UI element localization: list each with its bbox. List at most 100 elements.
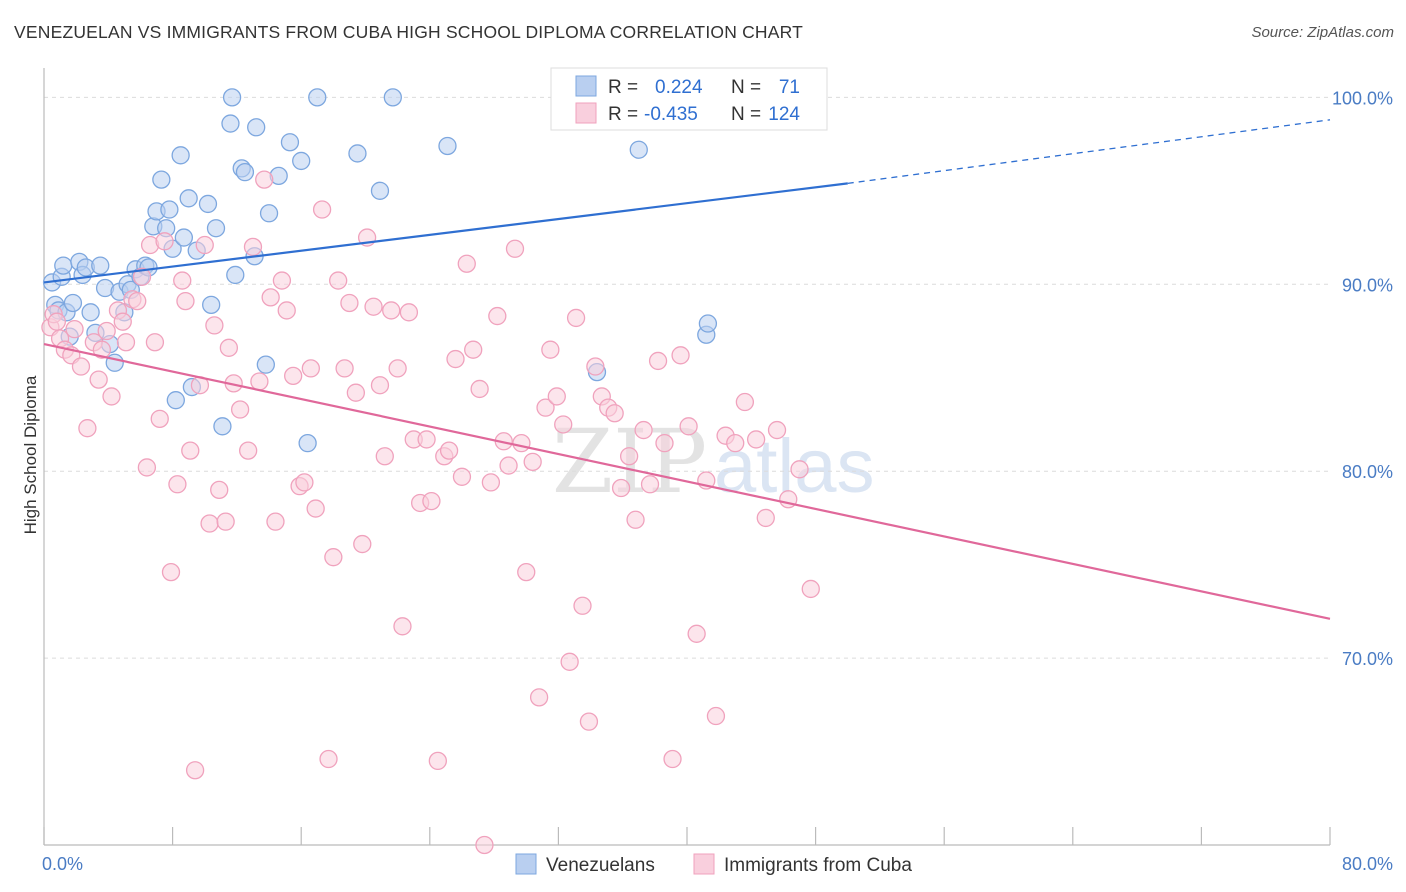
- point-cuba-111: [671, 346, 690, 365]
- point-venezuelans-53: [247, 118, 266, 137]
- point-cuba-104: [619, 447, 639, 466]
- point-cuba-44: [261, 288, 280, 307]
- legend-swatch-venezuelans: [515, 853, 537, 875]
- point-cuba-115: [706, 706, 726, 726]
- point-venezuelans-50: [292, 151, 311, 171]
- point-venezuelans-33: [174, 228, 194, 247]
- point-cuba-83: [488, 306, 507, 326]
- point-cuba-19: [132, 267, 152, 286]
- point-cuba-13: [102, 387, 121, 406]
- stats-legend-box: [550, 67, 828, 131]
- point-cuba-118: [735, 392, 755, 412]
- point-venezuelans-40: [213, 417, 232, 436]
- point-venezuelans-46: [256, 355, 275, 374]
- point-cuba-51: [301, 359, 320, 378]
- point-cuba-8: [78, 419, 97, 438]
- point-venezuelans-32: [171, 146, 190, 165]
- point-venezuelans-54: [308, 88, 327, 107]
- point-cuba-99: [586, 357, 605, 376]
- stats-n-label-0: N =: [731, 77, 761, 98]
- point-cuba-80: [470, 379, 489, 399]
- point-cuba-55: [324, 548, 343, 567]
- point-cuba-18: [128, 291, 147, 311]
- point-cuba-16: [116, 333, 136, 352]
- stats-n-value-1: 124: [768, 104, 800, 125]
- y-axis-label: High School Diploma: [21, 375, 40, 534]
- point-venezuelans-27: [152, 170, 171, 189]
- stats-n-label-1: N =: [731, 104, 761, 125]
- point-cuba-78: [457, 254, 476, 273]
- trend-line-cuba: [43, 343, 1331, 620]
- point-cuba-87: [512, 434, 531, 453]
- point-cuba-123: [790, 460, 809, 479]
- point-venezuelans-49: [280, 133, 300, 152]
- point-cuba-39: [230, 400, 250, 419]
- point-venezuelans-60: [629, 140, 648, 159]
- stats-swatch-venezuelans: [575, 75, 597, 97]
- point-cuba-79: [464, 340, 483, 359]
- x-tick-labels: 0.0% 80.0%: [42, 854, 1393, 874]
- point-venezuelans-37: [198, 194, 218, 214]
- point-cuba-37: [219, 338, 239, 357]
- point-cuba-48: [284, 366, 303, 386]
- point-cuba-90: [529, 688, 549, 707]
- point-cuba-77: [452, 467, 472, 486]
- point-cuba-96: [566, 308, 586, 328]
- point-cuba-57: [335, 359, 354, 378]
- point-cuba-34: [205, 316, 224, 335]
- trend-line-venezuelans: [43, 182, 848, 284]
- point-cuba-6: [65, 319, 84, 339]
- point-cuba-54: [319, 749, 338, 769]
- point-venezuelans-51: [298, 434, 317, 453]
- stats-legend: R = 0.224 N = 71 R = -0.435 N = 124: [550, 67, 828, 131]
- y-tick-label-80: 80.0%: [1342, 462, 1393, 482]
- stats-r-value-0: 0.224: [655, 77, 703, 98]
- point-cuba-12: [97, 321, 116, 341]
- point-cuba-45: [266, 512, 285, 531]
- point-cuba-75: [439, 441, 459, 460]
- point-cuba-24: [155, 232, 174, 251]
- point-cuba-72: [422, 491, 441, 511]
- x-tick-label-max: 80.0%: [1342, 854, 1393, 874]
- point-cuba-102: [605, 404, 624, 423]
- point-cuba-30: [185, 761, 205, 780]
- point-venezuelans-11: [81, 303, 100, 322]
- point-cuba-91: [536, 398, 555, 417]
- point-cuba-32: [195, 235, 214, 255]
- point-venezuelans-58: [438, 136, 457, 156]
- point-cuba-98: [579, 712, 599, 731]
- point-cuba-67: [393, 617, 412, 636]
- point-venezuelans-52: [222, 88, 242, 107]
- point-cuba-119: [746, 430, 766, 449]
- point-cuba-60: [353, 534, 372, 554]
- point-venezuelans-34: [179, 189, 198, 208]
- y-tick-label-90: 90.0%: [1342, 275, 1393, 295]
- point-cuba-11: [92, 340, 112, 359]
- point-cuba-107: [640, 475, 660, 494]
- point-venezuelans-41: [221, 114, 240, 133]
- point-cuba-50: [295, 473, 314, 492]
- point-cuba-117: [726, 434, 745, 453]
- series-cuba-points: [41, 170, 820, 855]
- point-venezuelans-4: [54, 256, 73, 275]
- point-cuba-68: [399, 303, 419, 322]
- point-cuba-89: [523, 452, 542, 471]
- series-venezuelans-points: [42, 88, 718, 453]
- point-cuba-36: [216, 512, 235, 531]
- point-cuba-27: [173, 271, 192, 290]
- point-cuba-41: [243, 237, 263, 257]
- point-cuba-33: [200, 514, 219, 533]
- point-cuba-109: [655, 434, 674, 453]
- point-venezuelans-13: [91, 256, 110, 275]
- y-tick-labels: 100.0% 90.0% 80.0% 70.0%: [1332, 88, 1393, 669]
- point-venezuelans-62: [698, 314, 718, 333]
- point-cuba-23: [150, 409, 169, 429]
- point-cuba-103: [611, 478, 631, 498]
- point-cuba-113: [687, 624, 706, 643]
- point-cuba-93: [547, 387, 566, 406]
- point-cuba-58: [340, 293, 359, 313]
- point-cuba-76: [446, 349, 465, 369]
- point-venezuelans-47: [259, 204, 279, 223]
- point-cuba-108: [648, 351, 668, 371]
- point-cuba-28: [176, 291, 195, 311]
